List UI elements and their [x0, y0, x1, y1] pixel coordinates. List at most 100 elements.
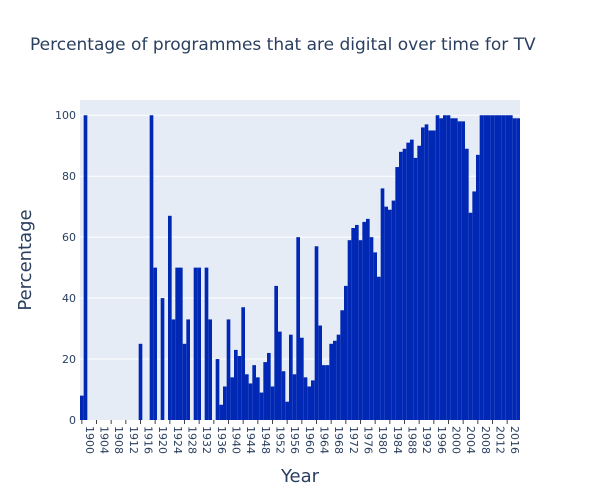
bar	[138, 343, 143, 420]
bar	[439, 118, 443, 421]
bar	[245, 374, 249, 420]
bar	[329, 343, 333, 420]
y-axis-title: Percentage	[15, 209, 36, 310]
bar	[226, 319, 231, 420]
x-tick-label: 1944	[244, 426, 257, 454]
bar	[179, 267, 183, 420]
bar	[362, 221, 366, 420]
x-tick-label: 1996	[435, 426, 448, 454]
bar	[472, 191, 476, 420]
bar	[512, 118, 517, 421]
bar	[267, 352, 271, 420]
x-tick-label: 1904	[98, 426, 111, 454]
bar	[160, 298, 165, 420]
bar	[303, 377, 308, 420]
bar	[149, 115, 154, 420]
bar	[461, 121, 465, 420]
bar	[468, 212, 473, 420]
bar	[252, 365, 256, 420]
bar	[314, 246, 319, 420]
x-tick-label: 1912	[127, 426, 140, 454]
bar	[351, 228, 355, 420]
bar	[300, 337, 304, 420]
bar	[241, 307, 245, 420]
x-tick-label: 2012	[494, 426, 507, 454]
y-tick-label: 60	[62, 231, 76, 244]
y-axis-ticks: 0 20 40 60 80 100	[55, 109, 76, 427]
x-tick-label: 1952	[274, 426, 287, 454]
bar	[388, 209, 392, 420]
x-tick-label: 1992	[420, 426, 433, 454]
bar	[296, 237, 300, 420]
y-tick-label: 80	[62, 170, 76, 183]
bar	[391, 200, 396, 420]
bar	[175, 267, 179, 420]
bar	[80, 395, 84, 420]
bar	[193, 267, 198, 420]
bar	[432, 130, 436, 420]
x-tick-label: 1924	[171, 426, 184, 454]
x-tick-label: 1940	[230, 426, 243, 454]
bar	[153, 267, 157, 420]
x-tick-label: 1984	[391, 426, 404, 454]
y-tick-label: 100	[55, 109, 76, 122]
bar	[399, 151, 403, 421]
bar	[465, 148, 469, 420]
bar	[333, 340, 337, 420]
bar	[384, 206, 388, 420]
bar	[450, 118, 454, 421]
bar	[380, 188, 385, 420]
bar	[325, 365, 330, 420]
bar	[479, 115, 484, 420]
bar	[446, 115, 451, 420]
bar	[237, 356, 242, 420]
x-tick-label: 1972	[347, 426, 360, 454]
x-tick-label: 1964	[318, 426, 331, 454]
y-tick-label: 40	[62, 292, 76, 305]
bar	[274, 285, 278, 420]
bar	[516, 118, 520, 421]
bar	[234, 349, 238, 420]
bar	[215, 359, 220, 420]
x-tick-label: 1988	[406, 426, 419, 454]
bar	[270, 386, 275, 420]
bar	[358, 240, 363, 420]
bar	[219, 404, 223, 420]
bar	[182, 343, 187, 420]
bar	[494, 115, 498, 420]
bar	[501, 115, 506, 420]
bar	[355, 224, 359, 420]
bar	[428, 130, 432, 420]
bar	[248, 383, 253, 420]
bar	[395, 167, 399, 420]
bar	[256, 377, 260, 420]
x-tick-label: 1948	[259, 426, 272, 454]
x-tick-label: 2008	[479, 426, 492, 454]
bar	[263, 362, 267, 420]
x-tick-label: 2004	[464, 426, 477, 454]
bar	[366, 218, 370, 420]
bar	[347, 240, 352, 420]
bar	[311, 380, 315, 420]
x-tick-label: 1920	[156, 426, 169, 454]
bar	[498, 115, 502, 420]
bar	[340, 310, 344, 420]
bar	[83, 115, 88, 420]
bar	[454, 118, 458, 421]
bar	[208, 319, 212, 420]
bar	[373, 252, 377, 420]
x-tick-label: 1928	[186, 426, 199, 454]
bar	[168, 215, 172, 420]
bar	[223, 386, 227, 420]
bar	[421, 127, 425, 420]
bar	[204, 267, 209, 420]
bar	[197, 267, 201, 420]
bar	[281, 371, 286, 420]
bar	[344, 285, 348, 420]
x-tick-label: 1968	[332, 426, 345, 454]
bar	[483, 115, 487, 420]
bar	[443, 115, 447, 420]
x-tick-label: 1956	[288, 426, 301, 454]
y-tick-label: 20	[62, 353, 76, 366]
